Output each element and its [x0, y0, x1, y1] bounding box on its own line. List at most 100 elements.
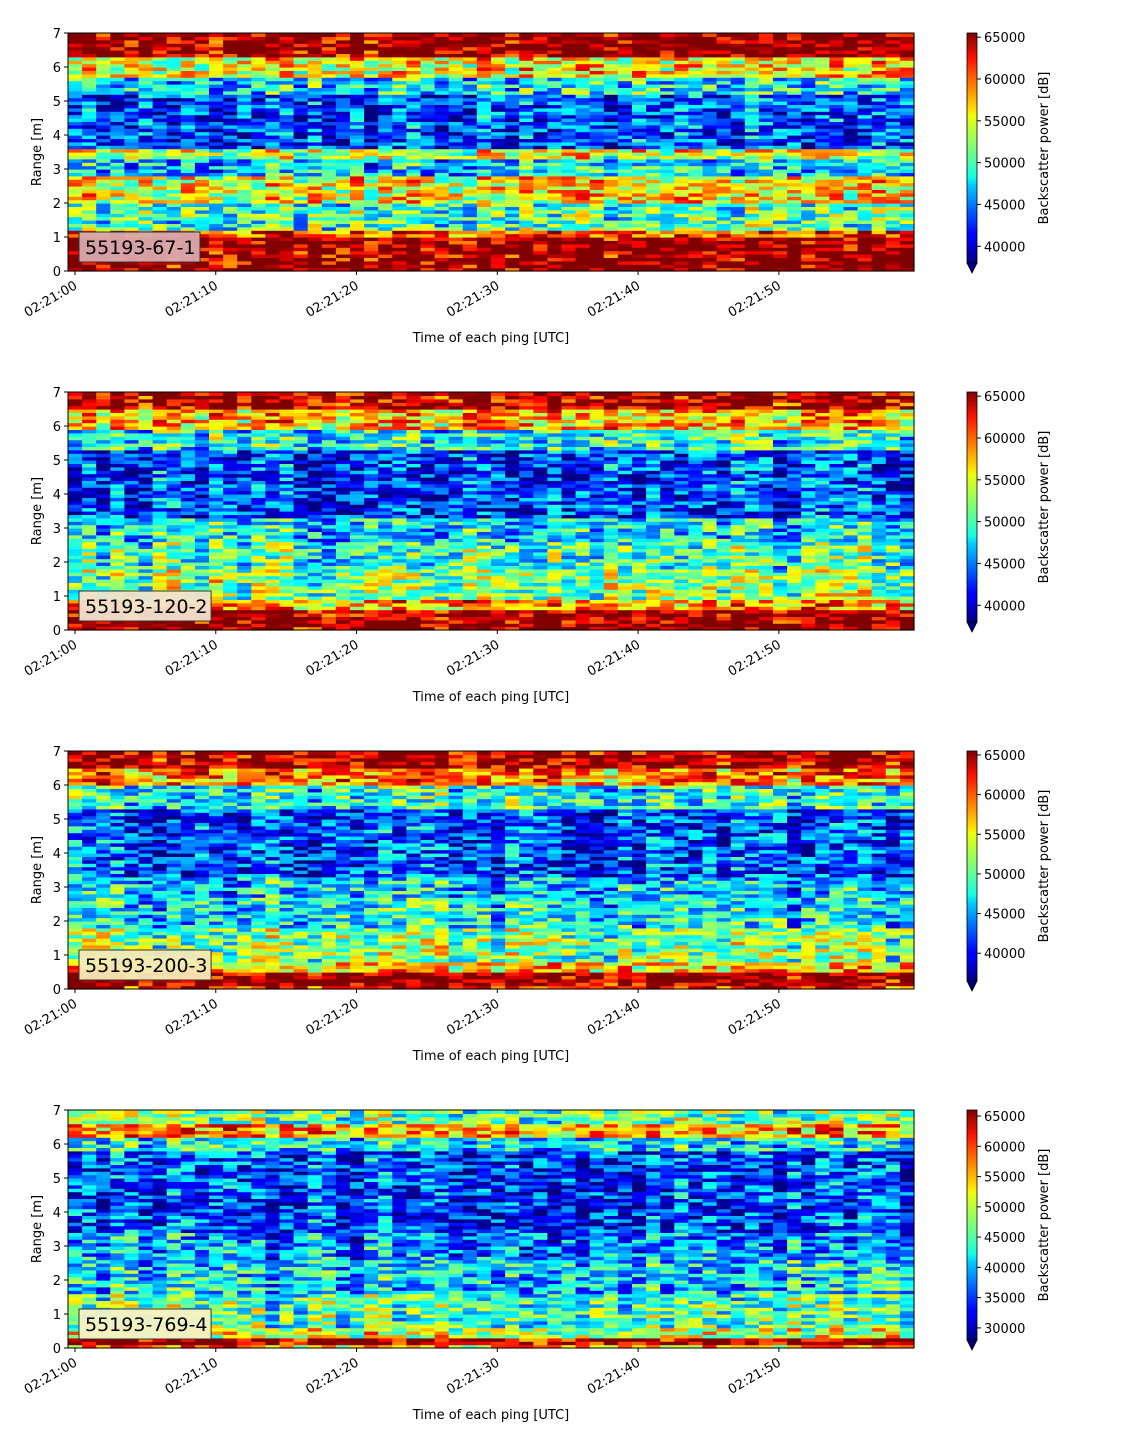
heatmap-cell: [547, 169, 563, 173]
heatmap-cell: [688, 135, 704, 139]
heatmap-cell: [603, 135, 619, 139]
heatmap-cell: [321, 182, 337, 187]
heatmap-cell: [688, 182, 704, 187]
heatmap-cell: [617, 101, 633, 105]
heatmap-cell: [68, 186, 83, 190]
heatmap-cell: [744, 199, 760, 204]
heatmap-cell: [152, 152, 168, 156]
heatmap-cell: [758, 182, 774, 187]
heatmap-cell: [843, 226, 859, 231]
heatmap-cell: [82, 87, 97, 92]
heatmap-cell: [448, 260, 464, 265]
heatmap-cell: [462, 162, 478, 167]
heatmap-cell: [603, 216, 619, 221]
heatmap-cell: [589, 199, 605, 204]
heatmap-cell: [307, 267, 323, 272]
heatmap-cell: [547, 189, 563, 194]
heatmap-cell: [279, 243, 295, 248]
heatmap-cell: [251, 131, 266, 136]
heatmap-cell: [350, 84, 365, 88]
heatmap-cell: [293, 145, 309, 150]
heatmap-cell: [209, 186, 224, 190]
heatmap-cell: [462, 111, 478, 116]
heatmap-cell: [491, 135, 506, 139]
heatmap-cell: [138, 114, 154, 119]
heatmap-cell: [223, 172, 238, 177]
heatmap-cell: [646, 101, 661, 105]
heatmap-cell: [68, 257, 83, 262]
heatmap-cell: [533, 77, 548, 82]
heatmap-cell: [575, 124, 591, 129]
heatmap-cell: [702, 216, 718, 221]
heatmap-cell: [406, 128, 422, 133]
heatmap-cell: [251, 107, 266, 112]
heatmap-cell: [603, 80, 619, 85]
heatmap-cell: [138, 179, 154, 184]
heatmap-cell: [632, 141, 647, 146]
heatmap-cell: [406, 148, 422, 153]
heatmap-cell: [448, 114, 464, 119]
heatmap-cell: [138, 392, 154, 396]
heatmap-cell: [152, 213, 168, 218]
heatmap-cell: [265, 264, 281, 269]
heatmap-cell: [561, 226, 577, 231]
heatmap-cell: [406, 169, 422, 173]
heatmap-cell: [547, 226, 563, 231]
heatmap-cell: [575, 264, 591, 269]
heatmap-cell: [152, 39, 168, 44]
heatmap-cell: [321, 189, 337, 194]
heatmap-cell: [519, 70, 534, 75]
heatmap-cell: [364, 131, 379, 136]
heatmap-cell: [251, 141, 266, 146]
heatmap-cell: [364, 260, 379, 265]
heatmap-cell: [110, 46, 125, 51]
heatmap-cell: [505, 107, 520, 112]
heatmap-cell: [180, 67, 196, 71]
heatmap-cell: [519, 192, 534, 197]
heatmap-cell: [124, 504, 140, 509]
heatmap-cell: [180, 87, 196, 92]
heatmap-cell: [660, 223, 675, 228]
heatmap-cell: [843, 209, 859, 214]
heatmap-cell: [533, 240, 548, 245]
heatmap-cell: [223, 179, 238, 184]
heatmap-cell: [561, 124, 577, 129]
heatmap-cell: [519, 73, 534, 78]
heatmap-cell: [293, 158, 309, 163]
heatmap-cell: [124, 53, 140, 58]
heatmap-cell: [166, 216, 182, 221]
heatmap-cell: [378, 90, 393, 95]
heatmap-cell: [166, 138, 182, 143]
heatmap-cell: [589, 203, 605, 207]
heatmap-cell: [237, 254, 252, 258]
heatmap-cell: [124, 175, 140, 180]
heatmap-cell: [589, 250, 605, 255]
heatmap-cell: [688, 39, 704, 44]
heatmap-cell: [350, 240, 365, 245]
heatmap-cell: [815, 199, 830, 204]
heatmap-cell: [307, 237, 323, 241]
heatmap-cell: [603, 87, 619, 92]
heatmap-cell: [406, 141, 422, 146]
heatmap-cell: [716, 192, 732, 197]
heatmap-cell: [335, 135, 351, 139]
heatmap-cell: [617, 124, 633, 129]
heatmap-cell: [364, 111, 379, 116]
heatmap-cell: [307, 199, 323, 204]
heatmap-cell: [350, 114, 365, 119]
y-tick-label: 5: [53, 95, 61, 110]
heatmap-cell: [279, 233, 295, 238]
heatmap-cell: [152, 131, 168, 136]
heatmap-cell: [237, 90, 252, 95]
heatmap-cell: [575, 118, 591, 122]
heatmap-cell: [364, 158, 379, 163]
heatmap-cell: [434, 169, 450, 173]
heatmap-cell: [646, 226, 661, 231]
heatmap-cell: [589, 230, 605, 235]
heatmap-cell: [632, 192, 647, 197]
heatmap-cell: [702, 196, 718, 201]
heatmap-cell: [674, 152, 689, 156]
heatmap-cell: [152, 267, 168, 272]
x-tick-label: 02:21:30: [444, 278, 502, 320]
heatmap-cell: [505, 124, 520, 129]
